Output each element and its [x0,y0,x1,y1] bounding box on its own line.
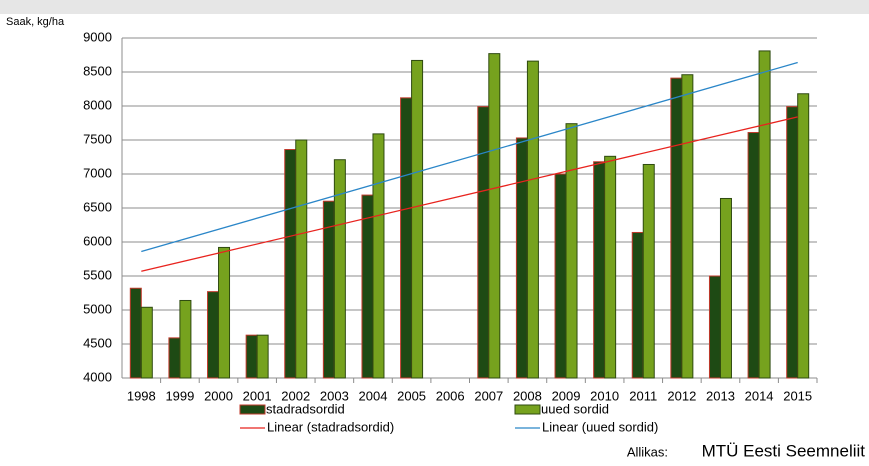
y-tick-label: 4000 [83,369,112,384]
bar [400,97,413,379]
legend-label: Linear (uued sordid) [542,419,658,434]
x-tick-label: 2002 [281,388,310,403]
bar [284,149,297,379]
y-tick-label: 8500 [83,63,112,78]
y-tick-label: 6000 [83,233,112,248]
x-tick-label: 1999 [165,388,194,403]
x-tick-label: 2005 [397,388,426,403]
legend-label: uued sordid [541,401,609,416]
x-tick-label: 2015 [783,388,812,403]
bar [554,173,567,379]
bar [256,334,269,379]
bar [129,287,142,379]
bar [631,231,644,379]
bar [670,77,683,379]
y-tick-label: 4500 [83,335,112,350]
x-tick-label: 2010 [590,388,619,403]
bar [179,299,192,379]
x-tick-label: 2003 [320,388,349,403]
bar [207,291,220,379]
bar [218,246,231,379]
legend-swatch [514,404,541,415]
legend-swatch [239,404,266,415]
bar [747,132,760,379]
x-tick-label: 2009 [552,388,581,403]
bar [515,137,528,379]
y-tick-label: 8000 [83,97,112,112]
bar [593,161,606,379]
bar [411,59,424,379]
bar [708,275,721,379]
bar [245,334,258,379]
x-tick-label: 2007 [474,388,503,403]
bar [758,50,771,379]
x-tick-label: 2012 [667,388,696,403]
bar [565,123,578,379]
legend-label: Linear (stadradsordid) [267,419,394,434]
bar [797,93,810,379]
y-tick-label: 7000 [83,165,112,180]
source: MTÜ Eesti Seemneliit [702,441,866,460]
y-tick-label: 6500 [83,199,112,214]
bar [333,159,346,379]
y-tick-label: 5500 [83,267,112,282]
x-tick-label: 1998 [127,388,156,403]
bar [488,53,501,379]
top-band [0,0,869,14]
bar [372,133,385,379]
bar [786,106,799,379]
bar [140,306,153,379]
x-tick-label: 2000 [204,388,233,403]
bar [604,155,617,379]
bar [719,197,732,379]
x-tick-label: 2013 [706,388,735,403]
y-axis-label: Saak, kg/ha [6,16,65,28]
x-tick-label: 2001 [243,388,272,403]
legend-label: stadradsordid [266,401,345,416]
trendline [141,61,798,253]
x-tick-label: 2014 [745,388,774,403]
bar [642,163,655,379]
trendline [141,116,798,272]
source-prefix: Allikas: [627,444,668,459]
bar [168,337,181,379]
bar [295,139,308,379]
bar [681,74,694,379]
y-tick-label: 9000 [83,29,112,44]
y-tick-label: 7500 [83,131,112,146]
x-tick-label: 2004 [359,388,388,403]
x-tick-label: 2011 [629,388,657,403]
y-tick-label: 5000 [83,301,112,316]
bar [361,194,374,379]
bar [477,106,490,379]
x-tick-label: 2006 [436,388,465,403]
x-tick-label: 2008 [513,388,542,403]
bar [526,60,539,379]
